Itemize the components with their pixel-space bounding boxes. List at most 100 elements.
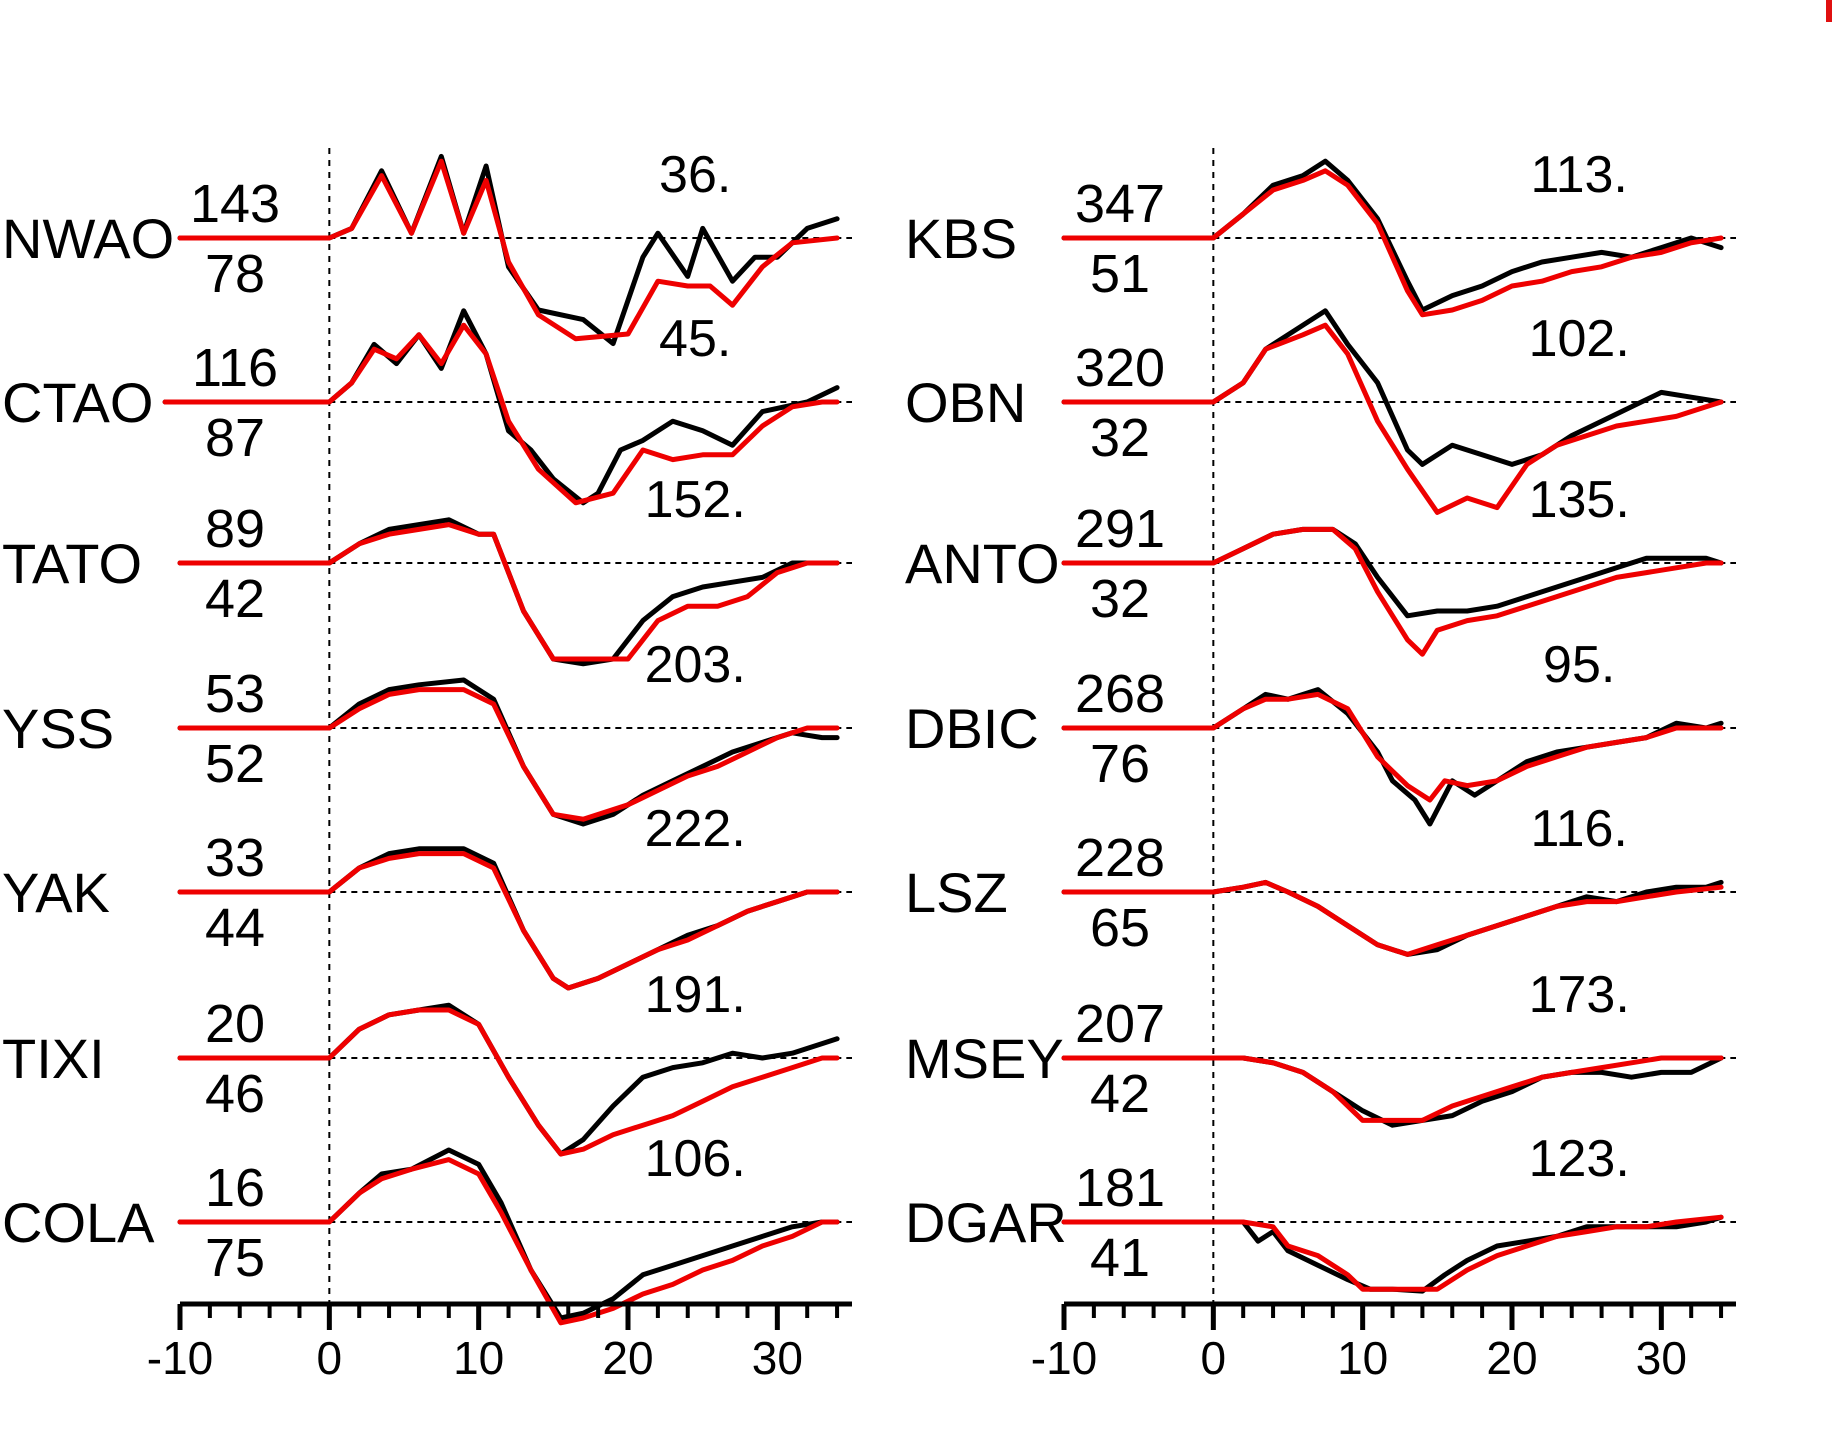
panel-left: NWAO 143 78 36. CTAO 116 87 45. TATO 89 42 152. YSS 5… (2, 146, 852, 1384)
trace-kbs: KBS 347 51 113. (905, 146, 1736, 318)
amplitude-top-label: 320 (1075, 338, 1165, 398)
synthetic-series-line (177, 158, 840, 342)
trace-tixi: TIXI 20 46 191. (2, 966, 852, 1157)
x-tick-label: 0 (1201, 1332, 1227, 1384)
amplitude-top-label: 53 (205, 664, 265, 724)
amplitude-top-label: 291 (1075, 499, 1165, 559)
peak-value-label: 173. (1529, 966, 1630, 1024)
trace-ctao: CTAO 116 87 45. (2, 308, 852, 506)
peak-value-label: 113. (1531, 146, 1628, 204)
x-tick-label: 10 (453, 1332, 504, 1384)
station-label: NWAO (2, 207, 174, 270)
data-series-line (177, 1147, 840, 1321)
x-tick-label: 10 (1337, 1332, 1388, 1384)
station-label: ANTO (905, 532, 1060, 595)
amplitude-bottom-label: 32 (1090, 408, 1150, 468)
x-axis: -10 0 10 20 30 (147, 1301, 852, 1384)
amplitude-bottom-label: 42 (205, 569, 265, 629)
amplitude-bottom-label: 46 (205, 1064, 265, 1124)
trace-obn: OBN 320 32 102. (905, 308, 1736, 515)
x-tick-label: -10 (1031, 1332, 1097, 1384)
synthetic-series-line (1061, 691, 1724, 803)
synthetic-series-line (177, 522, 840, 662)
peak-value-label: 102. (1529, 310, 1630, 368)
amplitude-bottom-label: 76 (1090, 734, 1150, 794)
synthetic-series-line (1061, 526, 1724, 657)
peak-value-label: 36. (659, 146, 731, 204)
x-axis: -10 0 10 20 30 (1031, 1301, 1736, 1384)
x-tick-label: 20 (1486, 1332, 1537, 1384)
amplitude-bottom-label: 41 (1090, 1228, 1150, 1288)
peak-value-label: 203. (645, 636, 746, 694)
amplitude-top-label: 228 (1075, 828, 1165, 888)
peak-value-label: 106. (645, 1130, 746, 1188)
station-label: YSS (2, 697, 114, 760)
peak-value-label: 152. (645, 471, 746, 529)
station-label: KBS (905, 207, 1017, 270)
peak-value-label: 222. (645, 800, 746, 858)
trace-lsz: LSZ 228 65 116. (905, 800, 1736, 958)
station-label: YAK (2, 861, 110, 924)
corner-marker (1826, 0, 1832, 22)
peak-value-label: 135. (1529, 471, 1630, 529)
x-tick-label: 0 (317, 1332, 343, 1384)
synthetic-series-line (162, 322, 840, 506)
synthetic-series-line (1061, 322, 1724, 515)
station-label: LSZ (905, 861, 1008, 924)
amplitude-top-label: 268 (1075, 664, 1165, 724)
peak-value-label: 191. (645, 966, 746, 1024)
station-label: DBIC (905, 697, 1039, 760)
trace-cola: COLA 16 75 106. (2, 1130, 852, 1326)
amplitude-top-label: 207 (1075, 994, 1165, 1054)
peak-value-label: 116. (1531, 800, 1628, 858)
amplitude-bottom-label: 44 (205, 898, 265, 958)
amplitude-bottom-label: 51 (1090, 244, 1150, 304)
amplitude-top-label: 143 (190, 174, 280, 234)
station-label: DGAR (905, 1191, 1067, 1254)
synthetic-series-line (1061, 1214, 1724, 1292)
amplitude-top-label: 347 (1075, 174, 1165, 234)
amplitude-bottom-label: 32 (1090, 569, 1150, 629)
amplitude-bottom-label: 78 (205, 244, 265, 304)
peak-value-label: 95. (1543, 636, 1615, 694)
synthetic-series-line (177, 1007, 840, 1157)
data-series-line (1061, 1055, 1724, 1128)
synthetic-series-line (177, 1157, 840, 1326)
synthetic-series-line (1061, 168, 1724, 318)
synthetic-series-line (177, 687, 840, 822)
x-tick-label: 20 (602, 1332, 653, 1384)
station-label: CTAO (2, 371, 153, 434)
synthetic-series-line (1061, 879, 1724, 957)
station-label: TIXI (2, 1027, 105, 1090)
amplitude-top-label: 116 (192, 338, 278, 398)
amplitude-bottom-label: 52 (205, 734, 265, 794)
amplitude-top-label: 89 (205, 499, 265, 559)
peak-value-label: 123. (1529, 1130, 1630, 1188)
station-label: TATO (2, 532, 142, 595)
trace-dbic: DBIC 268 76 95. (905, 636, 1736, 827)
trace-yak: YAK 33 44 222. (2, 800, 852, 991)
trace-tato: TATO 89 42 152. (2, 471, 852, 667)
trace-nwao: NWAO 143 78 36. (2, 146, 852, 347)
amplitude-bottom-label: 65 (1090, 898, 1150, 958)
station-label: OBN (905, 371, 1026, 434)
synthetic-series-line (1061, 1055, 1724, 1123)
synthetic-series-line (177, 851, 840, 991)
trace-yss: YSS 53 52 203. (2, 636, 852, 827)
amplitude-top-label: 33 (205, 828, 265, 888)
amplitude-top-label: 20 (205, 994, 265, 1054)
x-tick-label: 30 (752, 1332, 803, 1384)
amplitude-top-label: 181 (1075, 1158, 1165, 1218)
amplitude-bottom-label: 87 (205, 408, 265, 468)
amplitude-bottom-label: 75 (205, 1228, 265, 1288)
peak-value-label: 45. (659, 310, 731, 368)
x-tick-label: -10 (147, 1332, 213, 1384)
x-tick-label: 30 (1636, 1332, 1687, 1384)
station-label: COLA (2, 1191, 155, 1254)
amplitude-bottom-label: 42 (1090, 1064, 1150, 1124)
